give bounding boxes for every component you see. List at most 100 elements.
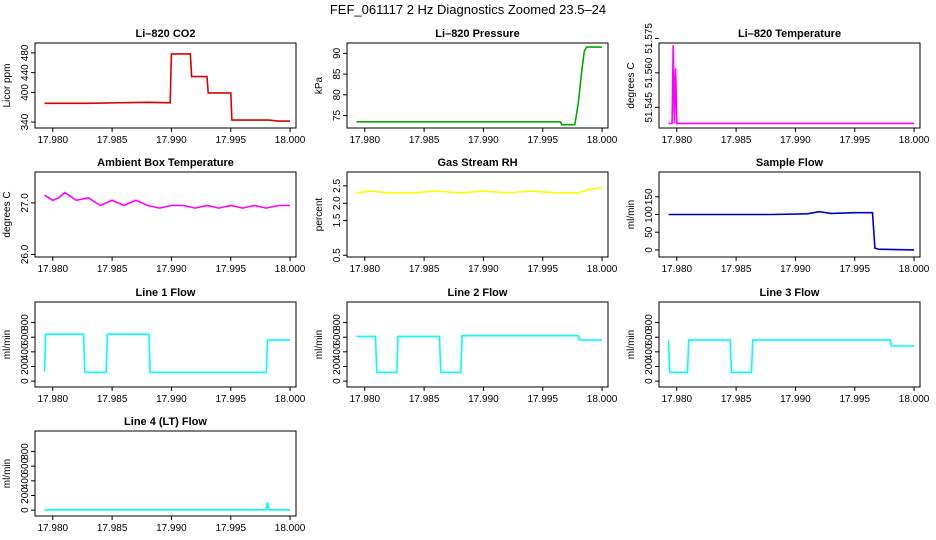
x-tick-label: 17.980 <box>349 135 380 146</box>
panel-title: Sample Flow <box>756 157 824 169</box>
y-tick-label: 85 <box>332 68 343 80</box>
x-tick-label: 17.985 <box>409 394 440 405</box>
series-line-1 <box>356 46 603 126</box>
y-tick-label: 200 <box>20 358 31 375</box>
x-tick-label: 17.995 <box>527 394 558 405</box>
x-tick-label: 17.990 <box>468 264 499 275</box>
series-line-1 <box>667 339 915 374</box>
y-axis-label: ml/min <box>626 330 637 359</box>
chart-panel-7: Line 1 Flow 17.980 17.985 17.990 17.995 18.00… <box>2 287 306 405</box>
x-tick-label: 17.990 <box>156 135 187 146</box>
plot-frame <box>34 42 297 129</box>
y-tick-label: 50 <box>644 226 655 238</box>
x-tick-label: 17.990 <box>156 264 187 275</box>
x-tick-label: 18.000 <box>275 394 306 405</box>
plot-frame <box>346 42 609 129</box>
x-tick-label: 17.990 <box>780 135 811 146</box>
y-tick-label: 480 <box>20 44 31 61</box>
y-tick-label: 400 <box>332 343 343 360</box>
series-line-1 <box>356 334 603 374</box>
panel-title: Line 4 (LT) Flow <box>124 416 207 428</box>
x-tick-label: 17.980 <box>37 135 68 146</box>
x-tick-label: 18.000 <box>587 264 618 275</box>
chart-panel-1: Li–820 CO2 17.980 17.985 17.990 17.995 18.000… <box>2 28 306 146</box>
chart-panel-9: Line 3 Flow 17.980 17.985 17.990 17.995 18.00… <box>626 287 930 405</box>
y-axis-label: kPa <box>314 76 325 94</box>
x-tick-label: 17.995 <box>215 135 246 146</box>
y-tick-label: 600 <box>332 328 343 345</box>
y-tick-label: 0.5 <box>332 248 343 262</box>
y-tick-label: 75 <box>332 110 343 122</box>
y-tick-label: 51.575 <box>644 23 655 54</box>
y-axis-label: ml/min <box>626 200 637 229</box>
panel-title: Li–820 Temperature <box>738 28 841 40</box>
x-tick-label: 17.985 <box>721 135 752 146</box>
plot-frame <box>34 430 297 517</box>
panel-title: Line 1 Flow <box>136 287 196 299</box>
y-tick-label: 27.0 <box>20 193 31 213</box>
y-tick-label: 400 <box>644 343 655 360</box>
y-tick-label: 2.0 <box>332 196 343 210</box>
y-tick-label: 200 <box>20 487 31 504</box>
y-axis-label: ml/min <box>2 459 13 488</box>
y-tick-label: 400 <box>20 84 31 101</box>
x-tick-label: 17.995 <box>527 135 558 146</box>
x-tick-label: 17.985 <box>721 394 752 405</box>
y-tick-label: 340 <box>20 113 31 130</box>
panel-title: Li–820 CO2 <box>136 28 196 40</box>
chart-panel-3: Li–820 Temperature 17.980 17.985 17.990 17.9… <box>626 23 930 146</box>
x-tick-label: 17.990 <box>156 523 187 534</box>
y-tick-label: 51.560 <box>644 57 655 88</box>
y-tick-label: 440 <box>20 64 31 81</box>
plot-frame <box>34 301 297 388</box>
plot-frame <box>658 42 921 129</box>
series-line-1 <box>44 501 291 511</box>
y-tick-label: 1.5 <box>332 213 343 227</box>
x-tick-label: 17.980 <box>37 394 68 405</box>
series-line-1 <box>44 53 291 122</box>
x-tick-label: 18.000 <box>899 264 930 275</box>
x-tick-label: 18.000 <box>275 523 306 534</box>
x-tick-label: 17.995 <box>839 394 870 405</box>
y-tick-label: 800 <box>20 314 31 331</box>
x-tick-label: 17.985 <box>409 135 440 146</box>
y-tick-label: 80 <box>332 89 343 101</box>
series-line-1 <box>668 210 915 251</box>
x-tick-label: 17.980 <box>661 264 692 275</box>
series-line-1 <box>356 186 603 194</box>
y-tick-label: 400 <box>20 472 31 489</box>
x-tick-label: 17.980 <box>661 394 692 405</box>
x-tick-label: 17.995 <box>839 264 870 275</box>
x-tick-label: 18.000 <box>899 394 930 405</box>
y-tick-label: 200 <box>644 358 655 375</box>
panel-title: Line 3 Flow <box>760 287 820 299</box>
panel-title: Gas Stream RH <box>437 157 517 169</box>
panel-title: Ambient Box Temperature <box>97 157 234 169</box>
x-tick-label: 17.990 <box>156 394 187 405</box>
x-tick-label: 17.990 <box>780 394 811 405</box>
panel-title: Li–820 Pressure <box>435 28 519 40</box>
y-axis-label: degrees C <box>626 62 637 108</box>
y-tick-label: 90 <box>332 47 343 59</box>
plot-frame <box>34 171 297 258</box>
series-line-1 <box>668 45 915 125</box>
y-axis-label: degrees C <box>2 191 13 237</box>
y-tick-label: 600 <box>20 457 31 474</box>
x-tick-label: 17.995 <box>215 394 246 405</box>
y-tick-label: 51.545 <box>644 92 655 123</box>
x-tick-label: 18.000 <box>899 135 930 146</box>
series-line-1 <box>44 191 291 209</box>
x-tick-label: 17.990 <box>468 135 499 146</box>
x-tick-label: 17.990 <box>468 394 499 405</box>
chart-panel-4: Ambient Box Temperature 17.980 17.985 17.99… <box>2 157 306 275</box>
x-tick-label: 17.990 <box>780 264 811 275</box>
y-tick-label: 0 <box>20 378 31 384</box>
panel-title: Line 2 Flow <box>448 287 508 299</box>
y-tick-label: 2.5 <box>332 178 343 192</box>
x-tick-label: 17.985 <box>409 264 440 275</box>
plot-frame <box>658 301 921 388</box>
x-tick-label: 18.000 <box>587 394 618 405</box>
y-tick-label: 200 <box>332 358 343 375</box>
x-tick-label: 18.000 <box>275 135 306 146</box>
